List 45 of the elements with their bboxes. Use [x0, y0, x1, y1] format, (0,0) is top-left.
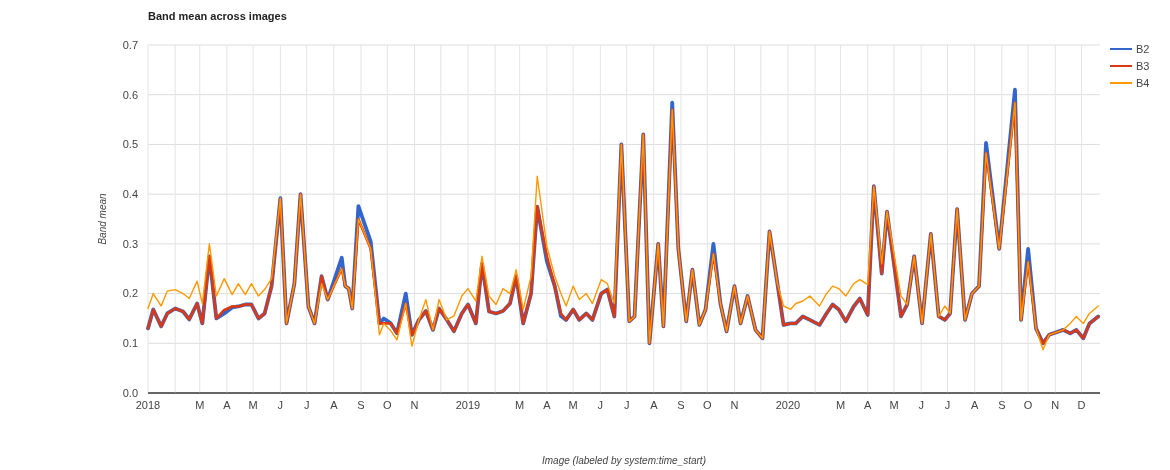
legend-label: B3: [1136, 59, 1150, 72]
x-tick-label: J: [623, 399, 630, 411]
y-tick-label: 0.2: [122, 287, 138, 300]
x-tick-label: A: [223, 399, 232, 411]
legend-label: B4: [1136, 76, 1150, 89]
x-tick-label: J: [944, 399, 951, 411]
x-tick-label: M: [835, 399, 846, 411]
x-tick-label: N: [410, 399, 419, 411]
x-tick-label: A: [970, 399, 979, 411]
y-tick-label: 0.7: [122, 38, 138, 51]
x-tick-label: J: [918, 399, 924, 411]
x-tick-label: A: [864, 399, 873, 411]
x-tick-label: J: [597, 399, 604, 411]
legend-label: B2: [1136, 42, 1150, 55]
y-tick-label: 0.0: [122, 386, 138, 399]
y-tick-label: 0.6: [122, 88, 138, 101]
x-tick-label: M: [889, 399, 899, 411]
y-axis-title: Band mean: [97, 192, 108, 245]
x-tick-label: M: [568, 399, 578, 411]
x-tick-label: S: [357, 399, 365, 411]
x-tick-label: O: [703, 399, 712, 411]
x-tick-label: N: [730, 399, 739, 411]
x-tick-label: S: [998, 399, 1006, 411]
x-tick-label: S: [677, 399, 685, 411]
x-tick-label: J: [277, 399, 284, 411]
x-tick-label: A: [543, 399, 552, 411]
x-axis-title: Image (labeled by system:time_start): [542, 455, 706, 466]
x-tick-label: J: [303, 399, 310, 411]
x-tick-label: A: [330, 399, 339, 411]
x-tick-label: M: [515, 399, 525, 411]
y-tick-label: 0.1: [122, 337, 138, 350]
x-tick-label: A: [650, 399, 659, 411]
x-tick-label: O: [1023, 399, 1033, 411]
x-tick-label: D: [1077, 399, 1086, 411]
x-tick-label: 2018: [135, 399, 161, 411]
chart-title: Band mean across images: [148, 10, 287, 22]
x-tick-label: 2020: [775, 399, 801, 411]
y-tick-label: 0.4: [122, 187, 138, 200]
x-tick-label: M: [248, 399, 258, 411]
x-tick-label: M: [195, 399, 205, 411]
x-tick-label: 2019: [455, 399, 481, 411]
x-tick-label: O: [383, 399, 393, 411]
x-tick-label: N: [1051, 399, 1060, 411]
y-tick-label: 0.3: [122, 237, 138, 250]
y-tick-label: 0.5: [122, 138, 138, 151]
